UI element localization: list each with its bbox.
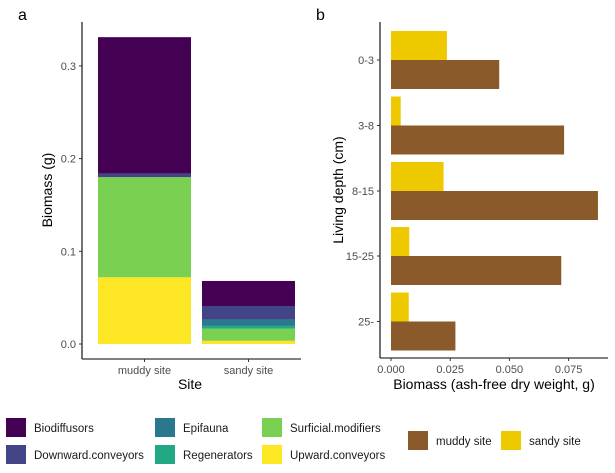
bar-segment-sandy-site-regenerators <box>202 325 295 329</box>
y-tick-label: 15-25 <box>346 251 374 263</box>
panel-b-y-ticks: 0-3 3-8 8-15 15-25 25- <box>346 55 380 329</box>
panel-a-legend: Biodiffusors Downward.conveyors Epifauna Re… <box>6 418 385 464</box>
legend-label-upward-conveyors: Upward.conveyors <box>290 450 385 462</box>
y-tick-label: 0.0 <box>61 339 76 351</box>
legend-swatch-upward-conveyors <box>262 445 282 464</box>
bar-segment-sandy-site-biodiffusors <box>202 280 295 306</box>
panel-b-x-axis-title: Biomass (ash-free dry weight, g) <box>393 376 595 392</box>
legend-label-epifauna: Epifauna <box>183 423 229 435</box>
panel-a-x-ticks: muddy site sandy site <box>118 359 273 377</box>
bar-25-muddy-site <box>391 321 456 351</box>
panel-a-chart: 0.0 0.1 0.2 0.3 muddy site sandy site Site B… <box>39 22 301 392</box>
y-tick-label: 0.1 <box>61 246 76 258</box>
legend-swatch-muddy-site <box>408 431 428 450</box>
legend-swatch-biodiffusors <box>6 418 26 437</box>
bar-segment-muddy-site-biodiffusors <box>98 37 191 174</box>
y-tick-label: 0.2 <box>61 154 76 166</box>
panel-b-x-ticks: 0.000 0.025 0.050 0.075 <box>377 358 582 376</box>
legend-swatch-epifauna <box>155 418 175 437</box>
x-tick-label: 0.075 <box>555 364 583 376</box>
bar-segment-muddy-site-upward-conveyors <box>98 277 191 344</box>
y-tick-label: 8-15 <box>352 186 374 198</box>
y-tick-label: 3-8 <box>358 121 374 133</box>
panel-b-y-axis-title: Living depth (cm) <box>330 136 346 243</box>
bar-segment-sandy-site-upward-conveyors <box>202 340 295 344</box>
x-tick-label: 0.025 <box>436 364 464 376</box>
panel-b-legend: muddy site sandy site <box>408 431 581 450</box>
legend-label-surficial-modifiers: Surficial.modifiers <box>290 423 381 435</box>
panel-a-label: a <box>18 7 27 24</box>
panel-a-x-axis-title: Site <box>178 376 202 392</box>
x-tick-label: 0.050 <box>496 364 524 376</box>
bar-segment-sandy-site-downward-conveyors <box>202 305 295 320</box>
bar-15-25-sandy-site <box>391 227 410 256</box>
bar-0-3-sandy-site <box>391 31 447 60</box>
panel-a-y-axis-title: Biomass (g) <box>39 153 55 228</box>
legend-swatch-sandy-site <box>501 431 521 450</box>
legend-label-sandy-site: sandy site <box>529 436 581 448</box>
panel-b-label: b <box>316 7 325 24</box>
panel-a-y-ticks: 0.0 0.1 0.2 0.3 <box>61 61 82 351</box>
legend-label-downward-conveyors: Downward.conveyors <box>34 450 144 462</box>
bar-segment-sandy-site-surficial-modifiers <box>202 328 295 341</box>
bar-0-3-muddy-site <box>391 60 500 89</box>
legend-label-biodiffusors: Biodiffusors <box>34 423 94 435</box>
legend-swatch-surficial-modifiers <box>262 418 282 437</box>
legend-label-regenerators: Regenerators <box>183 450 253 462</box>
x-tick-label: sandy site <box>224 365 274 377</box>
y-tick-label: 0.3 <box>61 61 76 73</box>
bar-segment-muddy-site-downward-conveyors <box>98 173 191 178</box>
bar-segment-sandy-site-epifauna <box>202 319 295 326</box>
x-tick-label: 0.000 <box>377 364 405 376</box>
bar-3-8-muddy-site <box>391 125 565 155</box>
bar-3-8-sandy-site <box>391 96 401 126</box>
legend-label-muddy-site: muddy site <box>436 436 492 448</box>
bar-segment-muddy-site-surficial-modifiers <box>98 177 191 278</box>
panel-a-bars <box>98 37 295 344</box>
x-tick-label: muddy site <box>118 365 171 377</box>
legend-swatch-regenerators <box>155 445 175 464</box>
y-tick-label: 0-3 <box>358 55 374 67</box>
panel-b-bars <box>391 31 598 351</box>
y-tick-label: 25- <box>358 317 374 329</box>
bar-15-25-muddy-site <box>391 256 562 285</box>
bar-8-15-muddy-site <box>391 191 598 220</box>
bar-8-15-sandy-site <box>391 162 444 191</box>
legend-swatch-downward-conveyors <box>6 445 26 464</box>
bar-25-sandy-site <box>391 292 409 322</box>
